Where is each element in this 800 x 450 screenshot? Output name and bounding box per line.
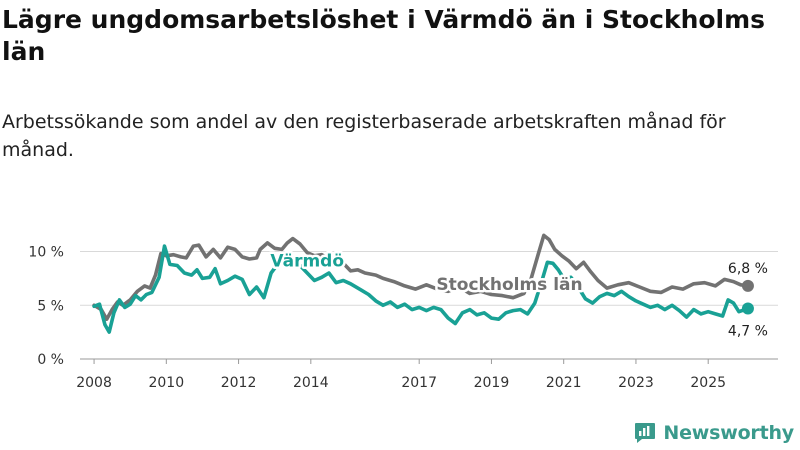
- x-tick-label: 2017: [401, 375, 437, 391]
- x-tick-label: 2023: [618, 375, 654, 391]
- newsworthy-logo-icon: [635, 423, 656, 443]
- brand-name: Newsworthy: [663, 422, 794, 444]
- x-tick-label: 2019: [474, 375, 510, 391]
- series-label-stockholms-lan: Stockholms län: [436, 275, 582, 295]
- x-tick-label: 2014: [293, 375, 329, 391]
- series-end-marker: [741, 302, 754, 315]
- x-tick-label: 2021: [546, 375, 582, 391]
- chart-subtitle: Arbetssökande som andel av den registerb…: [2, 111, 726, 161]
- x-tick-label: 2010: [148, 375, 184, 391]
- x-tick-label: 2012: [221, 375, 257, 391]
- series-layer: [92, 233, 754, 334]
- series-line-stockholms-lan: [92, 233, 750, 321]
- chart-title: Lägre ungdomsarbetslöshet i Värmdö än i …: [2, 5, 766, 66]
- x-tick-label: 2008: [76, 375, 112, 391]
- y-tick-label: 0 %: [37, 352, 64, 368]
- y-tick-label: 10 %: [28, 245, 64, 261]
- grid-layer: [80, 251, 778, 360]
- series-end-marker: [741, 279, 754, 292]
- end-value-label: 4,7 %: [728, 323, 768, 339]
- label-layer: 6,8 % 4,7 % Värmdö Stockholms län: [268, 249, 768, 339]
- newsworthy-logo[interactable]: Newsworthy: [633, 418, 794, 448]
- x-tick-label: 2025: [690, 375, 726, 391]
- y-tick-label: 5 %: [37, 298, 64, 314]
- end-value-label: 6,8 %: [728, 261, 768, 277]
- series-line-varmdo: [92, 244, 750, 334]
- series-label-varmdo: Värmdö: [270, 252, 344, 272]
- axis-layer: 0 % 5 % 10 % 2008 2010 2012 2014 2017 2019 2021 20…: [28, 245, 726, 392]
